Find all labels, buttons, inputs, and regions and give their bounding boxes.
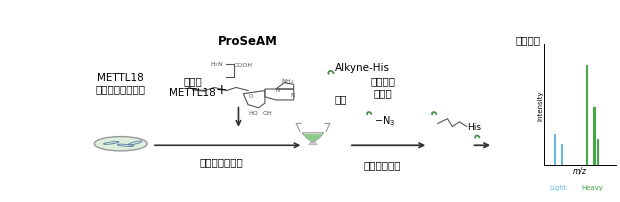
X-axis label: m/z: m/z [573,166,587,175]
Text: His: His [467,122,480,131]
Text: Heavy: Heavy [582,184,604,190]
Y-axis label: Intensity: Intensity [537,90,543,120]
Text: 質量分析: 質量分析 [516,35,541,45]
Text: H$_2$N: H$_2$N [210,60,224,69]
Ellipse shape [94,137,147,151]
Bar [561,145,564,166]
Text: ProSeAM: ProSeAM [218,35,278,48]
Text: プロパルギル化: プロパルギル化 [200,156,244,166]
Text: O: O [249,93,252,98]
Bar [554,134,556,166]
Text: HO: HO [248,110,258,115]
Text: OH: OH [262,110,272,115]
Text: 基質: 基質 [335,94,347,104]
Text: NH$_2$: NH$_2$ [281,77,294,85]
Bar [593,108,596,166]
Text: $-$N$_3$: $-$N$_3$ [374,114,396,127]
Text: N: N [290,93,294,98]
Text: Light: Light [550,184,567,190]
Polygon shape [309,142,317,145]
Text: 組換え
METTL18: 組換え METTL18 [169,76,216,97]
Text: N: N [276,88,280,93]
Text: METTL18
ノックアウト細胞: METTL18 ノックアウト細胞 [95,73,146,94]
Text: ビオチン
アジド: ビオチン アジド [370,76,395,97]
Polygon shape [302,133,324,142]
Text: COOH: COOH [234,62,253,67]
Text: +: + [216,83,228,97]
Text: Alkyne-His: Alkyne-His [335,63,389,73]
Bar [596,139,599,166]
Text: クリック反応: クリック反応 [364,159,401,169]
Bar [586,65,588,166]
Polygon shape [304,135,322,142]
